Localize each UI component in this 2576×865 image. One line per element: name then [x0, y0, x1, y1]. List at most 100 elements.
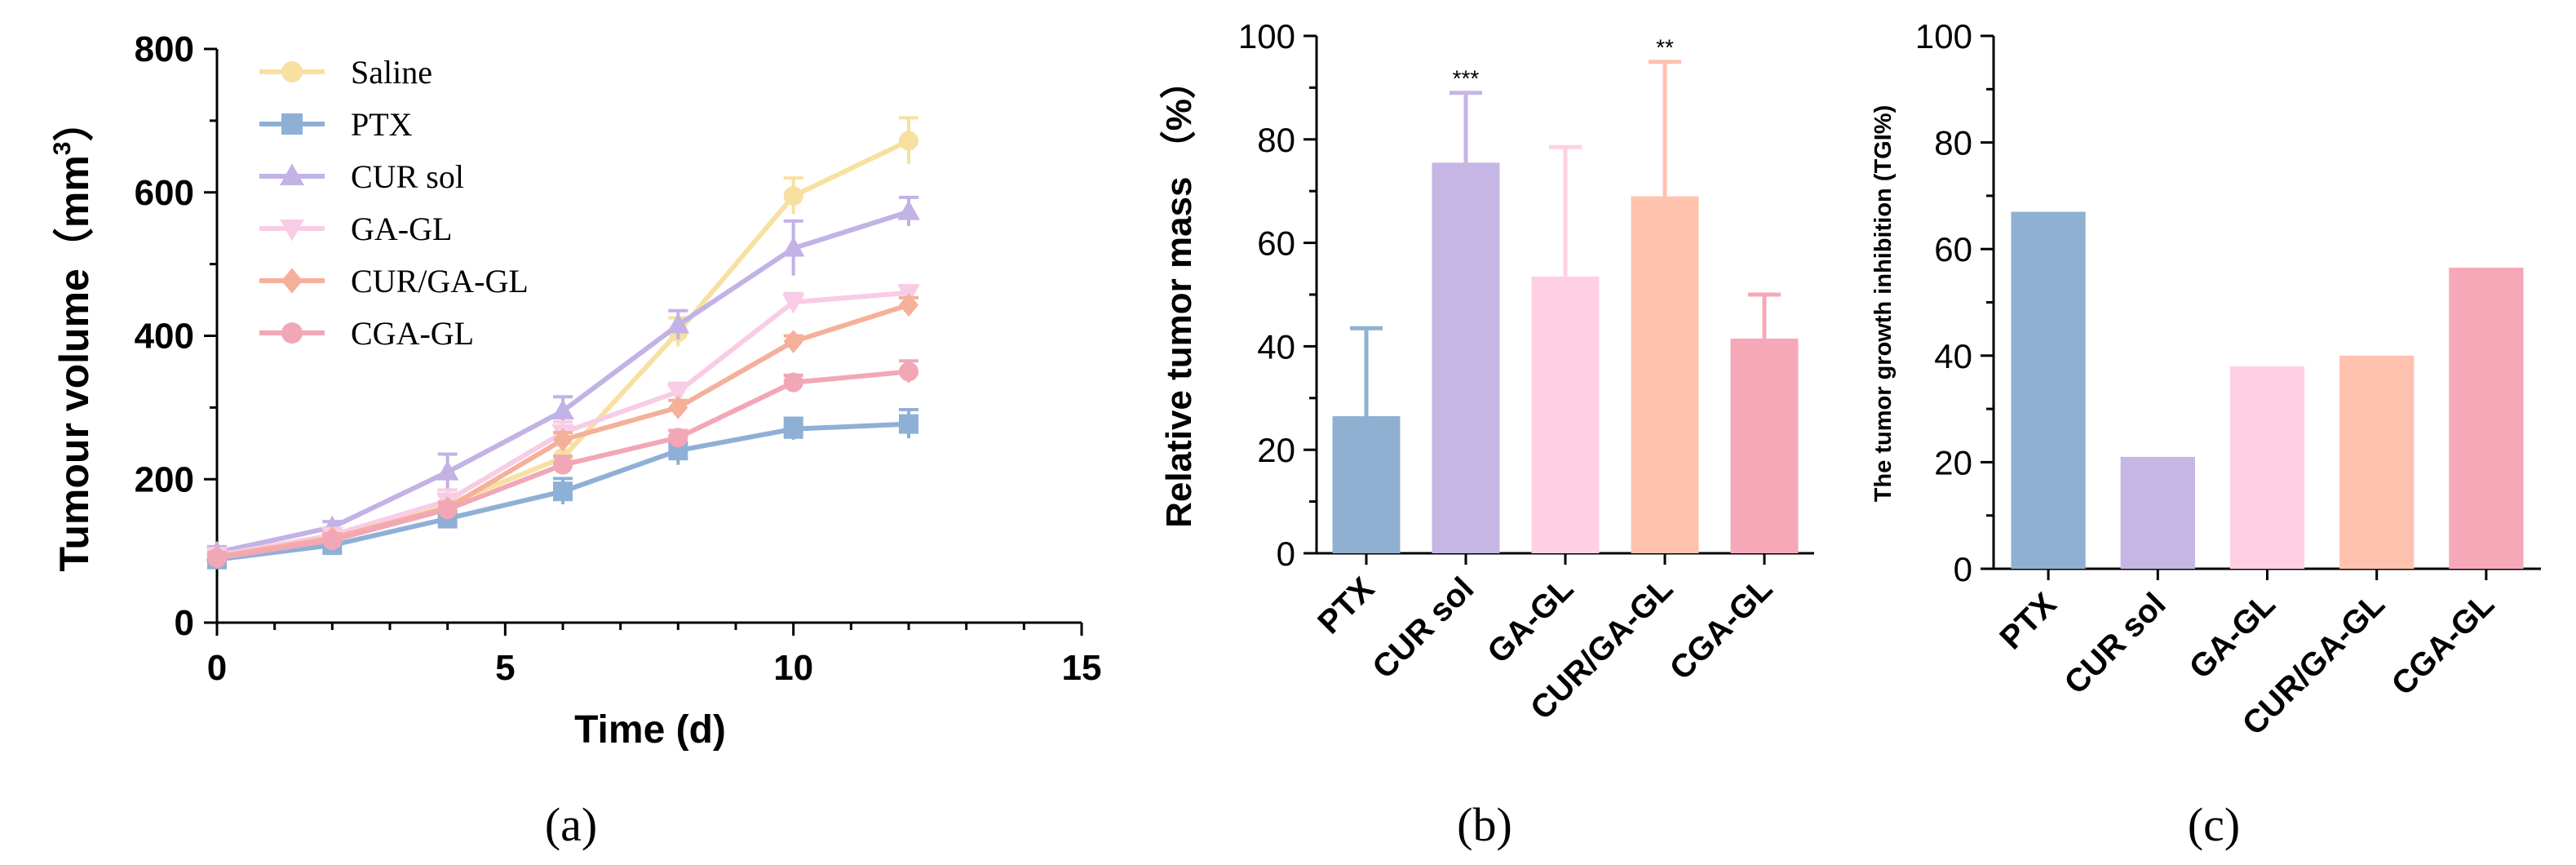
- a-data-point: [899, 131, 918, 151]
- a-legend-marker: [281, 268, 303, 294]
- c-x-tick-label: PTX: [1993, 586, 2063, 656]
- a-y-tick-label: 200: [135, 459, 194, 499]
- b-x-tick-label: PTX: [1311, 570, 1381, 641]
- a-legend-label: CUR/GA-GL: [351, 263, 529, 299]
- c-y-tick-label: 0: [1954, 550, 1972, 588]
- a-series-ga-gl: [206, 283, 920, 567]
- a-y-label-main: Tumour volume: [51, 268, 97, 571]
- a-y-label-exp: 3: [49, 142, 76, 156]
- a-data-point: [899, 293, 918, 317]
- c-bar-group-ptx: PTX: [1993, 211, 2086, 656]
- a-legend-marker: [280, 163, 304, 186]
- b-y-tick-label: 80: [1257, 121, 1295, 159]
- a-y-tick-label: 600: [135, 173, 194, 213]
- a-legend-label: CGA-GL: [351, 315, 474, 352]
- b-x-tick-label: CGA-GL: [1663, 570, 1780, 687]
- b-y-tick-label: 100: [1238, 17, 1295, 55]
- a-legend-label: CUR sol: [351, 158, 464, 195]
- c-y-axis-label: The tumor growth inhibition (TGI%): [1870, 105, 1897, 502]
- a-legend-entry: CUR sol: [259, 158, 464, 195]
- b-bar-group-cur-sol: *** CUR sol: [1365, 66, 1500, 685]
- a-y-label-close: ）: [51, 101, 97, 142]
- b-significance-label: **: [1656, 35, 1674, 60]
- a-series-cga-gl: [207, 359, 918, 568]
- a-data-point: [781, 236, 805, 257]
- a-legend-entry: PTX: [259, 106, 413, 143]
- a-data-point: [783, 330, 803, 353]
- b-y-tick-label: 0: [1277, 535, 1295, 573]
- a-data-point: [668, 395, 688, 419]
- c-x-tick-label: CUR sol: [2058, 586, 2173, 701]
- a-legend-marker: [281, 113, 303, 135]
- a-x-tick-label: 10: [773, 648, 813, 688]
- b-bar: [1531, 276, 1600, 553]
- a-data-point: [666, 313, 690, 334]
- a-panel-label: (a): [545, 798, 597, 851]
- a-x-axis-label: Time (d): [574, 708, 726, 752]
- c-y-tick-label: 80: [1934, 124, 1972, 162]
- b-y-axis-label: Relative tumor mass （%）: [1159, 63, 1199, 528]
- a-data-point: [322, 530, 343, 550]
- a-y-tick-label: 400: [135, 317, 194, 357]
- a-x-tick-label: 15: [1062, 648, 1102, 688]
- a-data-point: [207, 548, 227, 568]
- a-x-tick-label: 0: [207, 648, 227, 688]
- a-legend-label: GA-GL: [351, 211, 452, 247]
- a-data-point: [899, 362, 918, 382]
- a-x-tick-label: 5: [495, 648, 515, 688]
- c-panel-label: (c): [2188, 798, 2240, 851]
- a-data-point: [553, 481, 573, 502]
- a-legend-entry: GA-GL: [259, 211, 452, 247]
- c-bar: [2339, 355, 2414, 569]
- c-x-tick-label: CGA-GL: [2385, 586, 2502, 703]
- b-bar: [1730, 338, 1799, 553]
- a-data-point: [783, 372, 803, 393]
- a-legend-marker: [281, 322, 303, 344]
- a-data-point: [437, 499, 458, 520]
- a-y-tick-label: 0: [175, 603, 194, 643]
- b-y-tick-label: 60: [1257, 224, 1295, 263]
- c-bar: [2011, 211, 2086, 569]
- a-data-point: [897, 200, 920, 220]
- a-legend-marker: [280, 219, 304, 242]
- b-panel-label: (b): [1457, 798, 1512, 851]
- a-data-point: [553, 455, 573, 475]
- b-bar: [1332, 415, 1401, 553]
- b-bar-group-ptx: PTX: [1311, 326, 1401, 641]
- c-bar: [2449, 268, 2524, 569]
- b-x-tick-label: GA-GL: [1481, 570, 1580, 670]
- a-data-point: [553, 428, 573, 452]
- a-data-point: [781, 293, 805, 314]
- c-bar-group-ga-gl: GA-GL: [2183, 366, 2305, 685]
- a-data-point: [551, 399, 574, 419]
- b-y-tick-label: 20: [1257, 431, 1295, 469]
- a-data-point: [783, 186, 803, 206]
- a-legend-label: Saline: [351, 54, 432, 91]
- b-significance-label: ***: [1453, 66, 1480, 91]
- a-y-label-unit: （mm: [51, 155, 97, 268]
- b-bar: [1631, 196, 1699, 554]
- a-legend-entry: Saline: [259, 54, 432, 91]
- a-legend-entry: CUR/GA-GL: [259, 263, 529, 299]
- a-legend-label: PTX: [351, 106, 413, 143]
- c-bar: [2229, 366, 2305, 569]
- a-legend: Saline PTX CUR sol GA-GL CUR/GA-GL CGA-GL: [259, 54, 529, 352]
- panel-a-line-chart: 0 5 10 15 0 200 400 600 800 Saline PTX CUR sol GA-G…: [49, 29, 1101, 851]
- a-y-axis-label: Tumour volume（mm3）: [49, 101, 97, 572]
- a-data-point: [899, 414, 918, 434]
- a-data-point: [436, 460, 459, 481]
- c-bar: [2120, 456, 2195, 569]
- c-y-tick-label: 60: [1934, 230, 1972, 268]
- c-y-tick-label: 40: [1934, 337, 1972, 375]
- b-x-tick-label: CUR sol: [1365, 570, 1481, 685]
- a-legend-marker: [281, 61, 303, 82]
- a-data-point: [666, 383, 690, 404]
- a-data-point: [668, 428, 688, 448]
- c-y-tick-label: 100: [1915, 17, 1972, 55]
- c-x-tick-label: GA-GL: [2183, 586, 2282, 685]
- a-legend-entry: CGA-GL: [259, 315, 474, 352]
- c-y-tick-label: 20: [1934, 443, 1972, 481]
